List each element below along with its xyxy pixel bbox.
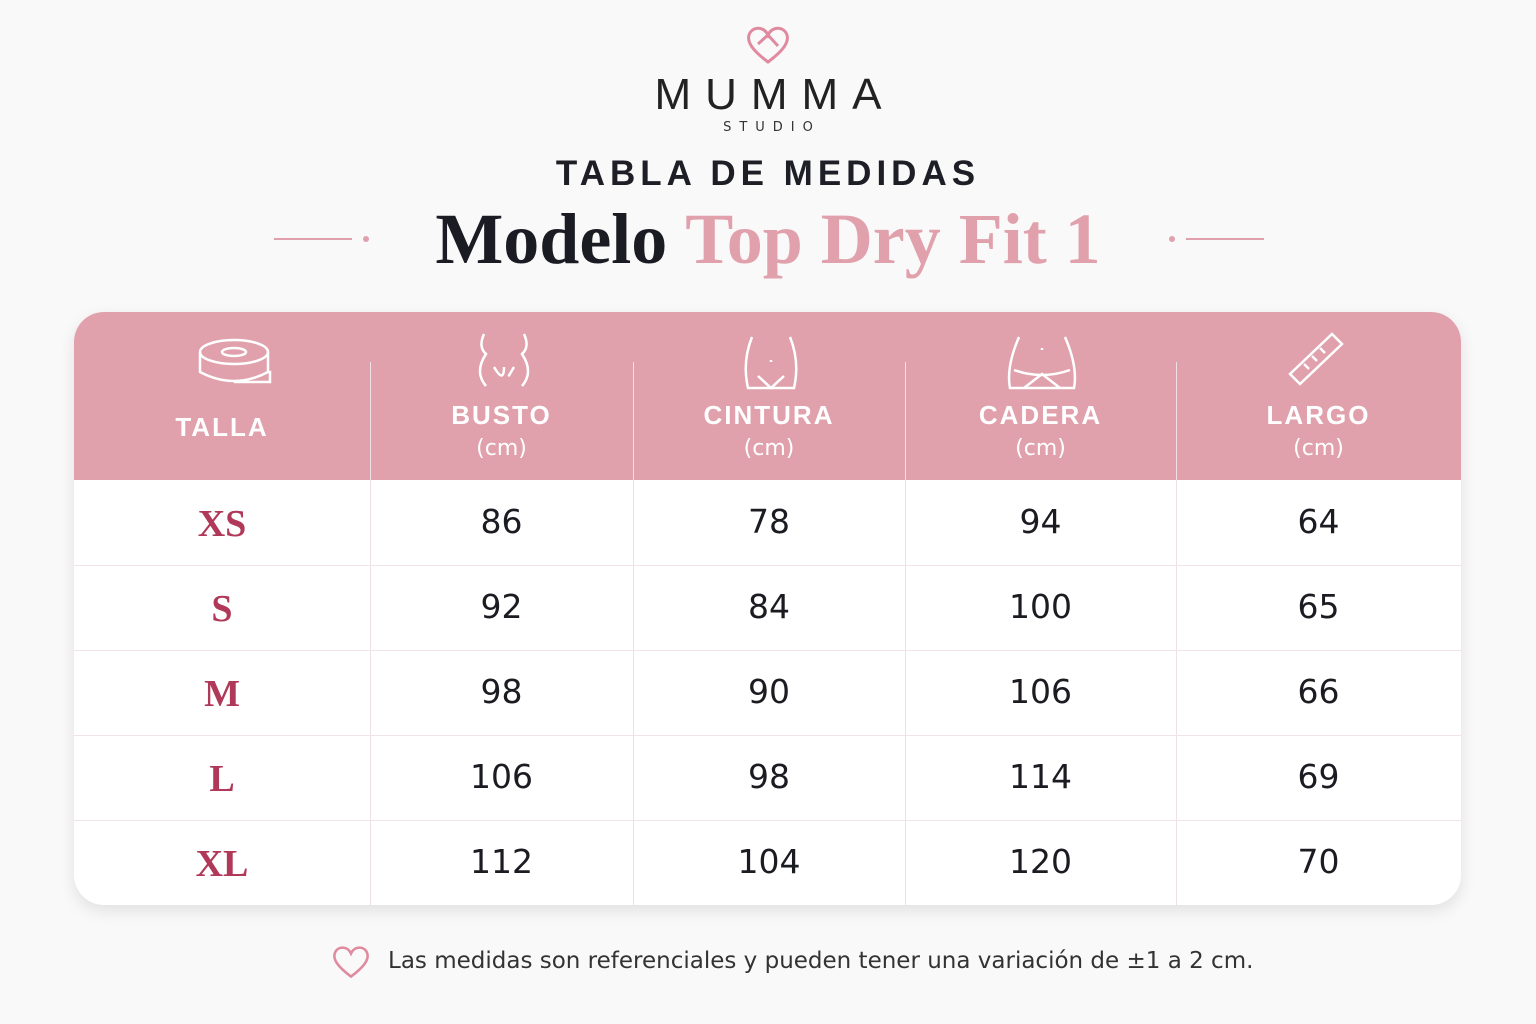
column-label: CADERA — [978, 400, 1103, 430]
size-label: S — [211, 588, 233, 630]
measure-cell: 84 — [748, 587, 790, 626]
row-divider — [74, 650, 1461, 651]
column-divider — [1176, 362, 1177, 905]
measure-cell: 114 — [1009, 757, 1072, 796]
row-divider — [74, 820, 1461, 821]
title: Modelo Top Dry Fit 1 — [0, 198, 1536, 281]
heading: TABLA DE MEDIDAS — [555, 154, 981, 193]
column-unit: (cm) — [743, 436, 795, 461]
size-label: L — [209, 758, 235, 800]
measure-cell: 100 — [1009, 587, 1072, 626]
title-prefix: Modelo — [435, 199, 668, 279]
size-label: M — [204, 673, 240, 715]
measure-cell: 78 — [748, 502, 790, 541]
measure-cell: 98 — [748, 757, 790, 796]
column-label: CINTURA — [703, 400, 835, 430]
size-table: TALLA BUSTO (cm) CINTURA (cm) CADERA (cm) LARGO… — [74, 312, 1461, 905]
measure-cell: 120 — [1009, 842, 1072, 881]
footnote: Las medidas son referenciales y pueden t… — [388, 948, 1254, 974]
measure-cell: 90 — [748, 672, 790, 711]
header-icons — [198, 332, 1344, 390]
measure-cell: 112 — [470, 842, 533, 881]
measure-cell: 94 — [1019, 502, 1062, 541]
measure-cell: 64 — [1297, 502, 1340, 541]
measure-cell: 98 — [480, 672, 523, 711]
title-ornaments — [274, 236, 1264, 242]
measure-cell: 92 — [480, 587, 523, 626]
column-divider — [905, 362, 906, 905]
column-label: BUSTO — [451, 400, 552, 430]
measure-cell: 69 — [1297, 757, 1340, 796]
measure-cell: 106 — [1009, 672, 1072, 711]
measure-cell: 104 — [737, 842, 801, 881]
row-divider — [74, 735, 1461, 736]
column-unit: (cm) — [1015, 436, 1066, 461]
column-divider — [633, 362, 634, 905]
column-label: LARGO — [1266, 400, 1371, 430]
logo-heart — [747, 26, 789, 64]
measure-cell: 70 — [1297, 842, 1340, 881]
size-label: XS — [197, 503, 247, 545]
measure-cell: 106 — [470, 757, 533, 796]
measure-cell: 66 — [1297, 672, 1340, 711]
column-unit: (cm) — [476, 436, 527, 461]
title-model: Top Dry Fit 1 — [685, 199, 1101, 279]
column-label: TALLA — [175, 412, 269, 442]
table-header — [74, 312, 1461, 480]
measure-cell: 65 — [1297, 587, 1340, 626]
footnote-heart — [333, 946, 369, 979]
brand-sub: STUDIO — [723, 120, 821, 135]
row-divider — [74, 565, 1461, 566]
size-label: XL — [195, 843, 249, 885]
brand-name: MUMMA — [654, 70, 896, 119]
column-unit: (cm) — [1293, 436, 1344, 461]
column-divider — [370, 362, 371, 905]
measure-cell: 86 — [480, 502, 523, 541]
